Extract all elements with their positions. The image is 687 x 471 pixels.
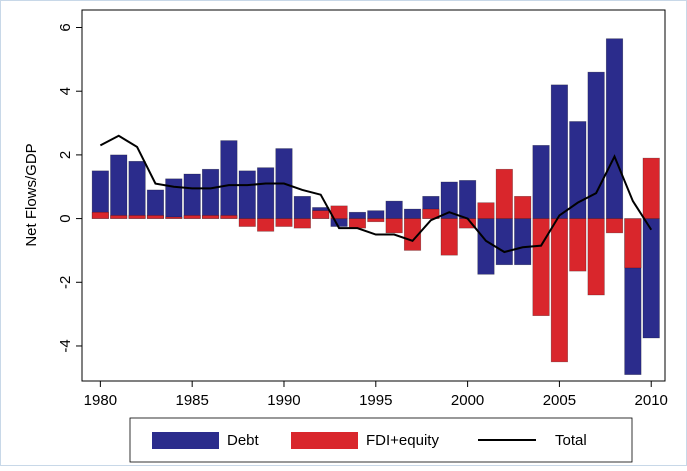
bar xyxy=(605,218,624,234)
bar xyxy=(532,218,550,317)
bar xyxy=(348,218,366,229)
bar xyxy=(514,195,532,219)
bar xyxy=(624,218,642,269)
bar xyxy=(642,218,660,339)
legend-label: FDI+equity xyxy=(366,432,439,449)
bar xyxy=(257,218,275,232)
bar xyxy=(532,145,550,219)
bar xyxy=(312,210,330,219)
plot-frame xyxy=(81,9,666,382)
bar xyxy=(569,218,587,272)
bar xyxy=(550,84,568,219)
x-tick-label: 1990 xyxy=(267,392,300,409)
bar xyxy=(385,218,403,234)
y-tick-label: 4 xyxy=(57,87,74,95)
bar xyxy=(293,195,311,219)
bar xyxy=(128,215,146,219)
bar xyxy=(110,215,128,219)
x-tick-label: 2010 xyxy=(635,392,668,409)
y-tick-label: -4 xyxy=(57,339,74,352)
bar xyxy=(367,218,385,223)
bar xyxy=(183,173,201,219)
bar xyxy=(422,208,440,219)
y-tick-label: -2 xyxy=(57,276,74,289)
legend-label: Debt xyxy=(227,432,260,449)
bar xyxy=(183,215,201,219)
bar xyxy=(146,215,165,219)
bar xyxy=(477,218,495,275)
bar xyxy=(642,157,660,219)
bar xyxy=(477,202,495,219)
bar xyxy=(91,211,109,219)
bar xyxy=(459,180,477,219)
x-tick-label: 2005 xyxy=(543,392,576,409)
bar xyxy=(403,218,422,251)
bar xyxy=(128,160,146,219)
bar xyxy=(385,200,403,219)
bar xyxy=(403,208,422,219)
bar xyxy=(201,168,220,219)
bar xyxy=(569,121,587,219)
bar xyxy=(514,218,532,266)
legend-box xyxy=(129,417,633,463)
y-axis-label: Net Flows/GDP xyxy=(23,143,40,246)
bar xyxy=(440,218,458,256)
bar xyxy=(146,189,165,219)
bar xyxy=(605,38,624,219)
bar xyxy=(238,218,256,227)
y-tick-label: 0 xyxy=(57,214,74,222)
bar xyxy=(367,210,385,219)
bar xyxy=(495,168,513,219)
bar xyxy=(91,170,109,219)
x-tick-label: 1980 xyxy=(84,392,117,409)
legend-label: Total xyxy=(555,432,587,449)
bar xyxy=(495,218,513,266)
bar xyxy=(348,211,366,219)
bar xyxy=(220,140,238,219)
legend-swatch xyxy=(152,432,219,449)
y-tick-label: 6 xyxy=(57,23,74,31)
x-tick-label: 2000 xyxy=(451,392,484,409)
bar xyxy=(257,167,275,219)
bar xyxy=(110,154,128,219)
bar xyxy=(587,218,605,296)
bar xyxy=(293,218,311,229)
bar xyxy=(238,170,256,219)
legend-swatch xyxy=(291,432,358,449)
y-tick-label: 2 xyxy=(57,151,74,159)
line xyxy=(99,134,653,254)
bar xyxy=(550,218,568,363)
bar xyxy=(330,218,348,227)
bar xyxy=(275,218,293,227)
bar xyxy=(201,215,220,219)
bar xyxy=(220,215,238,219)
x-tick-label: 1985 xyxy=(175,392,208,409)
bar xyxy=(165,216,183,219)
x-tick-label: 1995 xyxy=(359,392,392,409)
